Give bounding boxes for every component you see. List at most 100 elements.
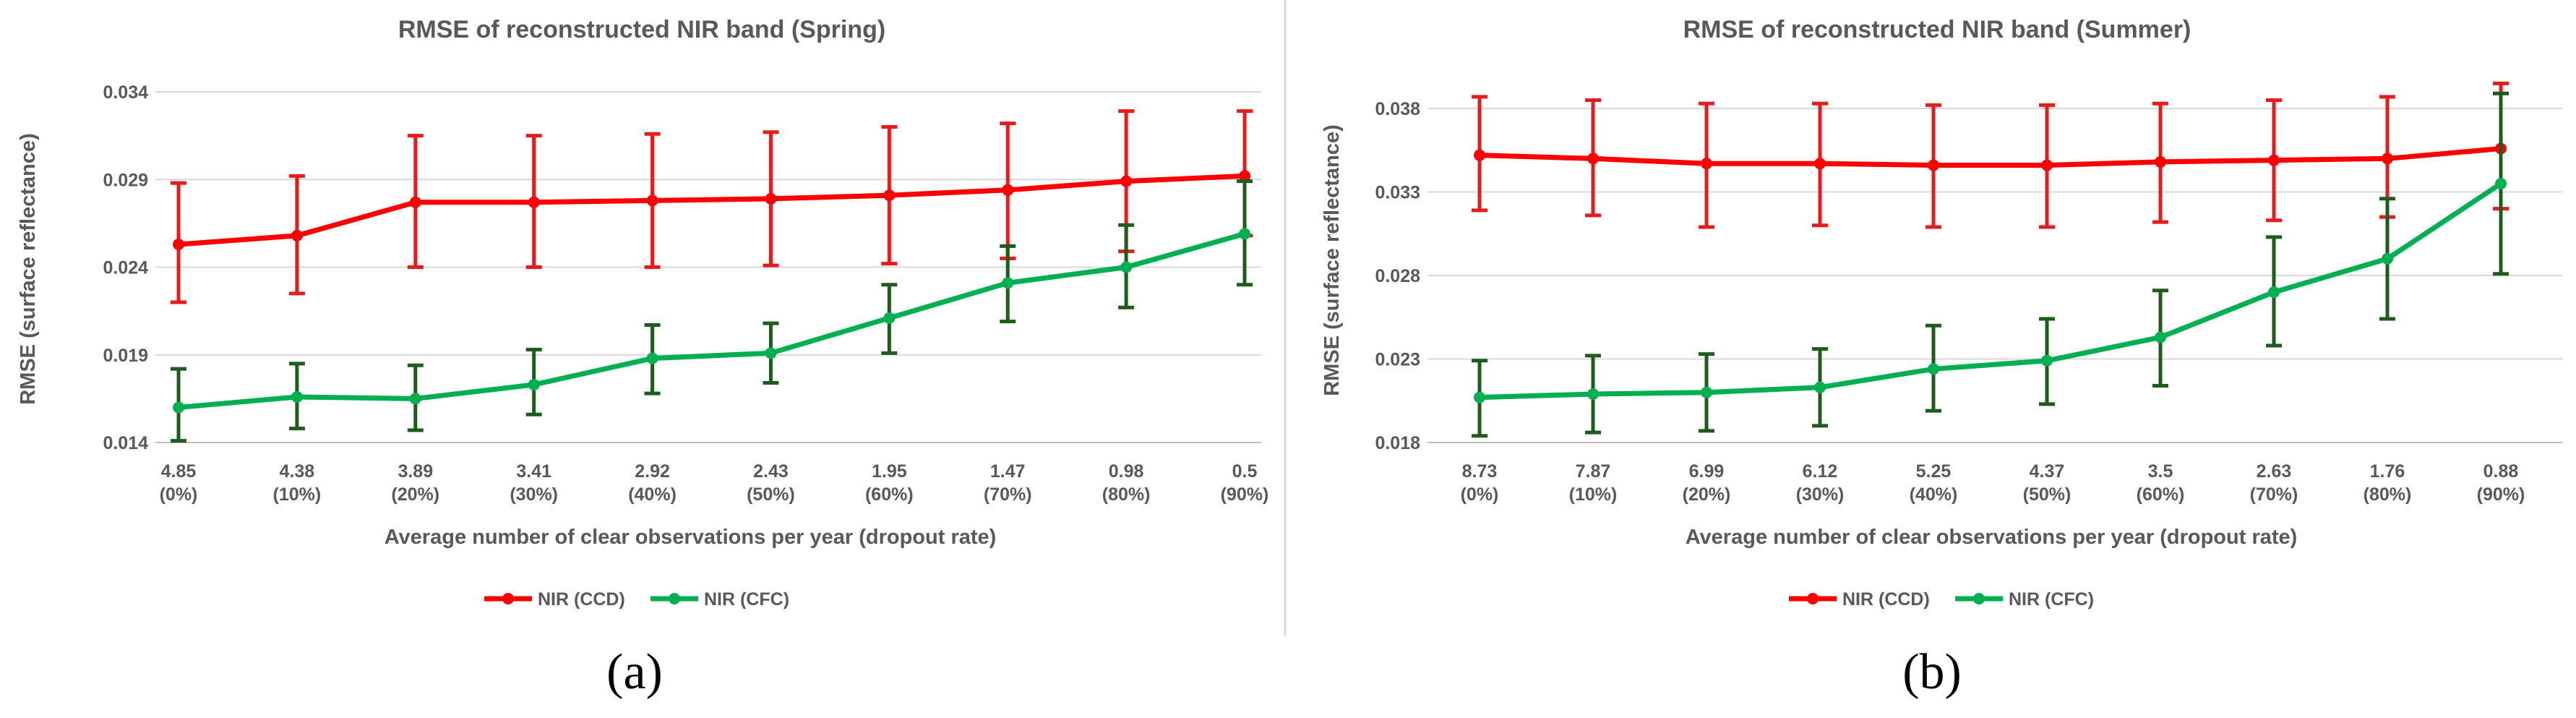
chart-title: RMSE of reconstructed NIR band (Spring) xyxy=(398,16,885,43)
data-point xyxy=(2041,159,2053,171)
x-axis-label: Average number of clear observations per… xyxy=(1686,526,2298,549)
y-tick-label: 0.029 xyxy=(103,170,148,190)
x-tick-sublabel: (60%) xyxy=(865,484,914,505)
data-point xyxy=(1928,363,1939,375)
data-point xyxy=(765,192,777,205)
y-axis-label: RMSE (surface reflectance) xyxy=(1321,124,1344,396)
series-line xyxy=(178,173,1245,247)
data-point xyxy=(1701,386,1712,398)
legend-label: NIR (CCD) xyxy=(1842,589,1930,610)
x-tick-label: 2.63 xyxy=(2257,461,2292,482)
data-point xyxy=(2495,177,2507,189)
x-tick-sublabel: (20%) xyxy=(1683,484,1731,505)
x-tick-label: 0.98 xyxy=(1109,461,1144,482)
x-tick-sublabel: (70%) xyxy=(2250,484,2298,505)
x-tick-sublabel: (10%) xyxy=(273,484,322,505)
y-tick-label: 0.028 xyxy=(1375,266,1420,286)
series-line xyxy=(1479,145,2502,168)
x-tick-sublabel: (20%) xyxy=(391,484,439,505)
legend-swatch-marker xyxy=(1973,593,1985,604)
data-point xyxy=(2268,154,2280,166)
legend-label: NIR (CFC) xyxy=(2009,589,2094,610)
x-tick-label: 6.99 xyxy=(1689,461,1725,482)
series-ccd xyxy=(1472,81,2509,229)
x-tick-sublabel: (10%) xyxy=(1569,484,1618,505)
y-tick-label: 0.034 xyxy=(103,82,148,103)
data-point xyxy=(2041,354,2053,367)
data-point xyxy=(1587,388,1599,401)
x-tick-sublabel: (90%) xyxy=(2477,484,2525,505)
x-tick-sublabel: (0%) xyxy=(1461,484,1499,505)
x-tick-label: 5.25 xyxy=(1916,461,1952,482)
legend-swatch-marker xyxy=(502,593,514,604)
x-tick-label: 4.85 xyxy=(161,461,197,482)
x-tick-label: 3.89 xyxy=(398,461,433,482)
data-point xyxy=(528,196,540,208)
data-point xyxy=(1120,175,1133,187)
chart-spring: RMSE of reconstructed NIR band (Spring) … xyxy=(17,16,1268,700)
data-point xyxy=(409,393,421,405)
data-point xyxy=(1002,184,1014,196)
data-point xyxy=(883,312,896,324)
data-point xyxy=(2155,331,2166,343)
data-point xyxy=(765,347,777,359)
panel-label: (b) xyxy=(1902,644,1962,700)
x-tick-sublabel: (30%) xyxy=(1796,484,1845,505)
y-tick-label: 0.033 xyxy=(1375,183,1420,203)
series-cfc xyxy=(1472,91,2509,438)
data-point xyxy=(2268,286,2280,299)
data-point xyxy=(173,238,184,250)
data-point xyxy=(2382,153,2393,165)
x-tick-label: 2.43 xyxy=(753,461,789,482)
x-tick-label: 1.76 xyxy=(2370,461,2405,482)
legend-swatch-marker xyxy=(1807,593,1819,604)
x-tick-label: 1.47 xyxy=(990,461,1026,482)
data-point xyxy=(1474,149,1485,161)
data-point xyxy=(646,352,658,364)
data-point xyxy=(1002,277,1014,289)
data-point xyxy=(1814,158,1826,170)
x-tick-sublabel: (70%) xyxy=(984,484,1032,505)
data-point xyxy=(1701,158,1712,170)
x-tick-sublabel: (40%) xyxy=(1910,484,1958,505)
x-tick-sublabel: (60%) xyxy=(2137,484,2185,505)
data-point xyxy=(1928,159,1939,171)
x-tick-label: 0.5 xyxy=(1232,461,1258,482)
x-tick-label: 6.12 xyxy=(1803,461,1838,482)
data-point xyxy=(1587,153,1599,165)
data-point xyxy=(409,196,421,208)
x-tick-label: 1.95 xyxy=(872,461,907,482)
x-tick-label: 7.87 xyxy=(1576,461,1611,482)
x-tick-sublabel: (50%) xyxy=(2023,484,2071,505)
chart-title: RMSE of reconstructed NIR band (Summer) xyxy=(1683,16,2191,43)
data-point xyxy=(1239,170,1250,182)
chart-summer: RMSE of reconstructed NIR band (Summer) … xyxy=(1321,16,2562,700)
data-point xyxy=(883,189,896,202)
y-tick-label: 0.023 xyxy=(1375,350,1420,370)
x-tick-label: 4.37 xyxy=(2030,461,2065,482)
data-point xyxy=(528,378,540,390)
x-tick-sublabel: (80%) xyxy=(1102,484,1151,505)
legend-label: NIR (CCD) xyxy=(538,589,625,610)
x-tick-label: 4.38 xyxy=(280,461,315,482)
x-tick-sublabel: (0%) xyxy=(160,484,198,505)
data-point xyxy=(1120,261,1133,273)
x-tick-sublabel: (40%) xyxy=(628,484,677,505)
data-point xyxy=(2382,252,2393,265)
legend-label: NIR (CFC) xyxy=(704,589,789,610)
x-tick-sublabel: (30%) xyxy=(510,484,558,505)
series-line xyxy=(178,231,1245,410)
y-tick-label: 0.019 xyxy=(103,346,148,366)
data-point xyxy=(2155,155,2166,168)
series-line xyxy=(1479,181,2502,401)
legend-swatch-marker xyxy=(669,593,680,604)
data-point xyxy=(1239,228,1250,240)
y-axis-label: RMSE (surface reflectance) xyxy=(17,133,40,405)
x-tick-sublabel: (90%) xyxy=(1221,484,1269,505)
data-point xyxy=(291,229,303,242)
y-tick-label: 0.038 xyxy=(1375,99,1420,119)
data-point xyxy=(646,195,658,207)
data-point xyxy=(1814,381,1826,393)
x-tick-label: 8.73 xyxy=(1462,461,1498,482)
